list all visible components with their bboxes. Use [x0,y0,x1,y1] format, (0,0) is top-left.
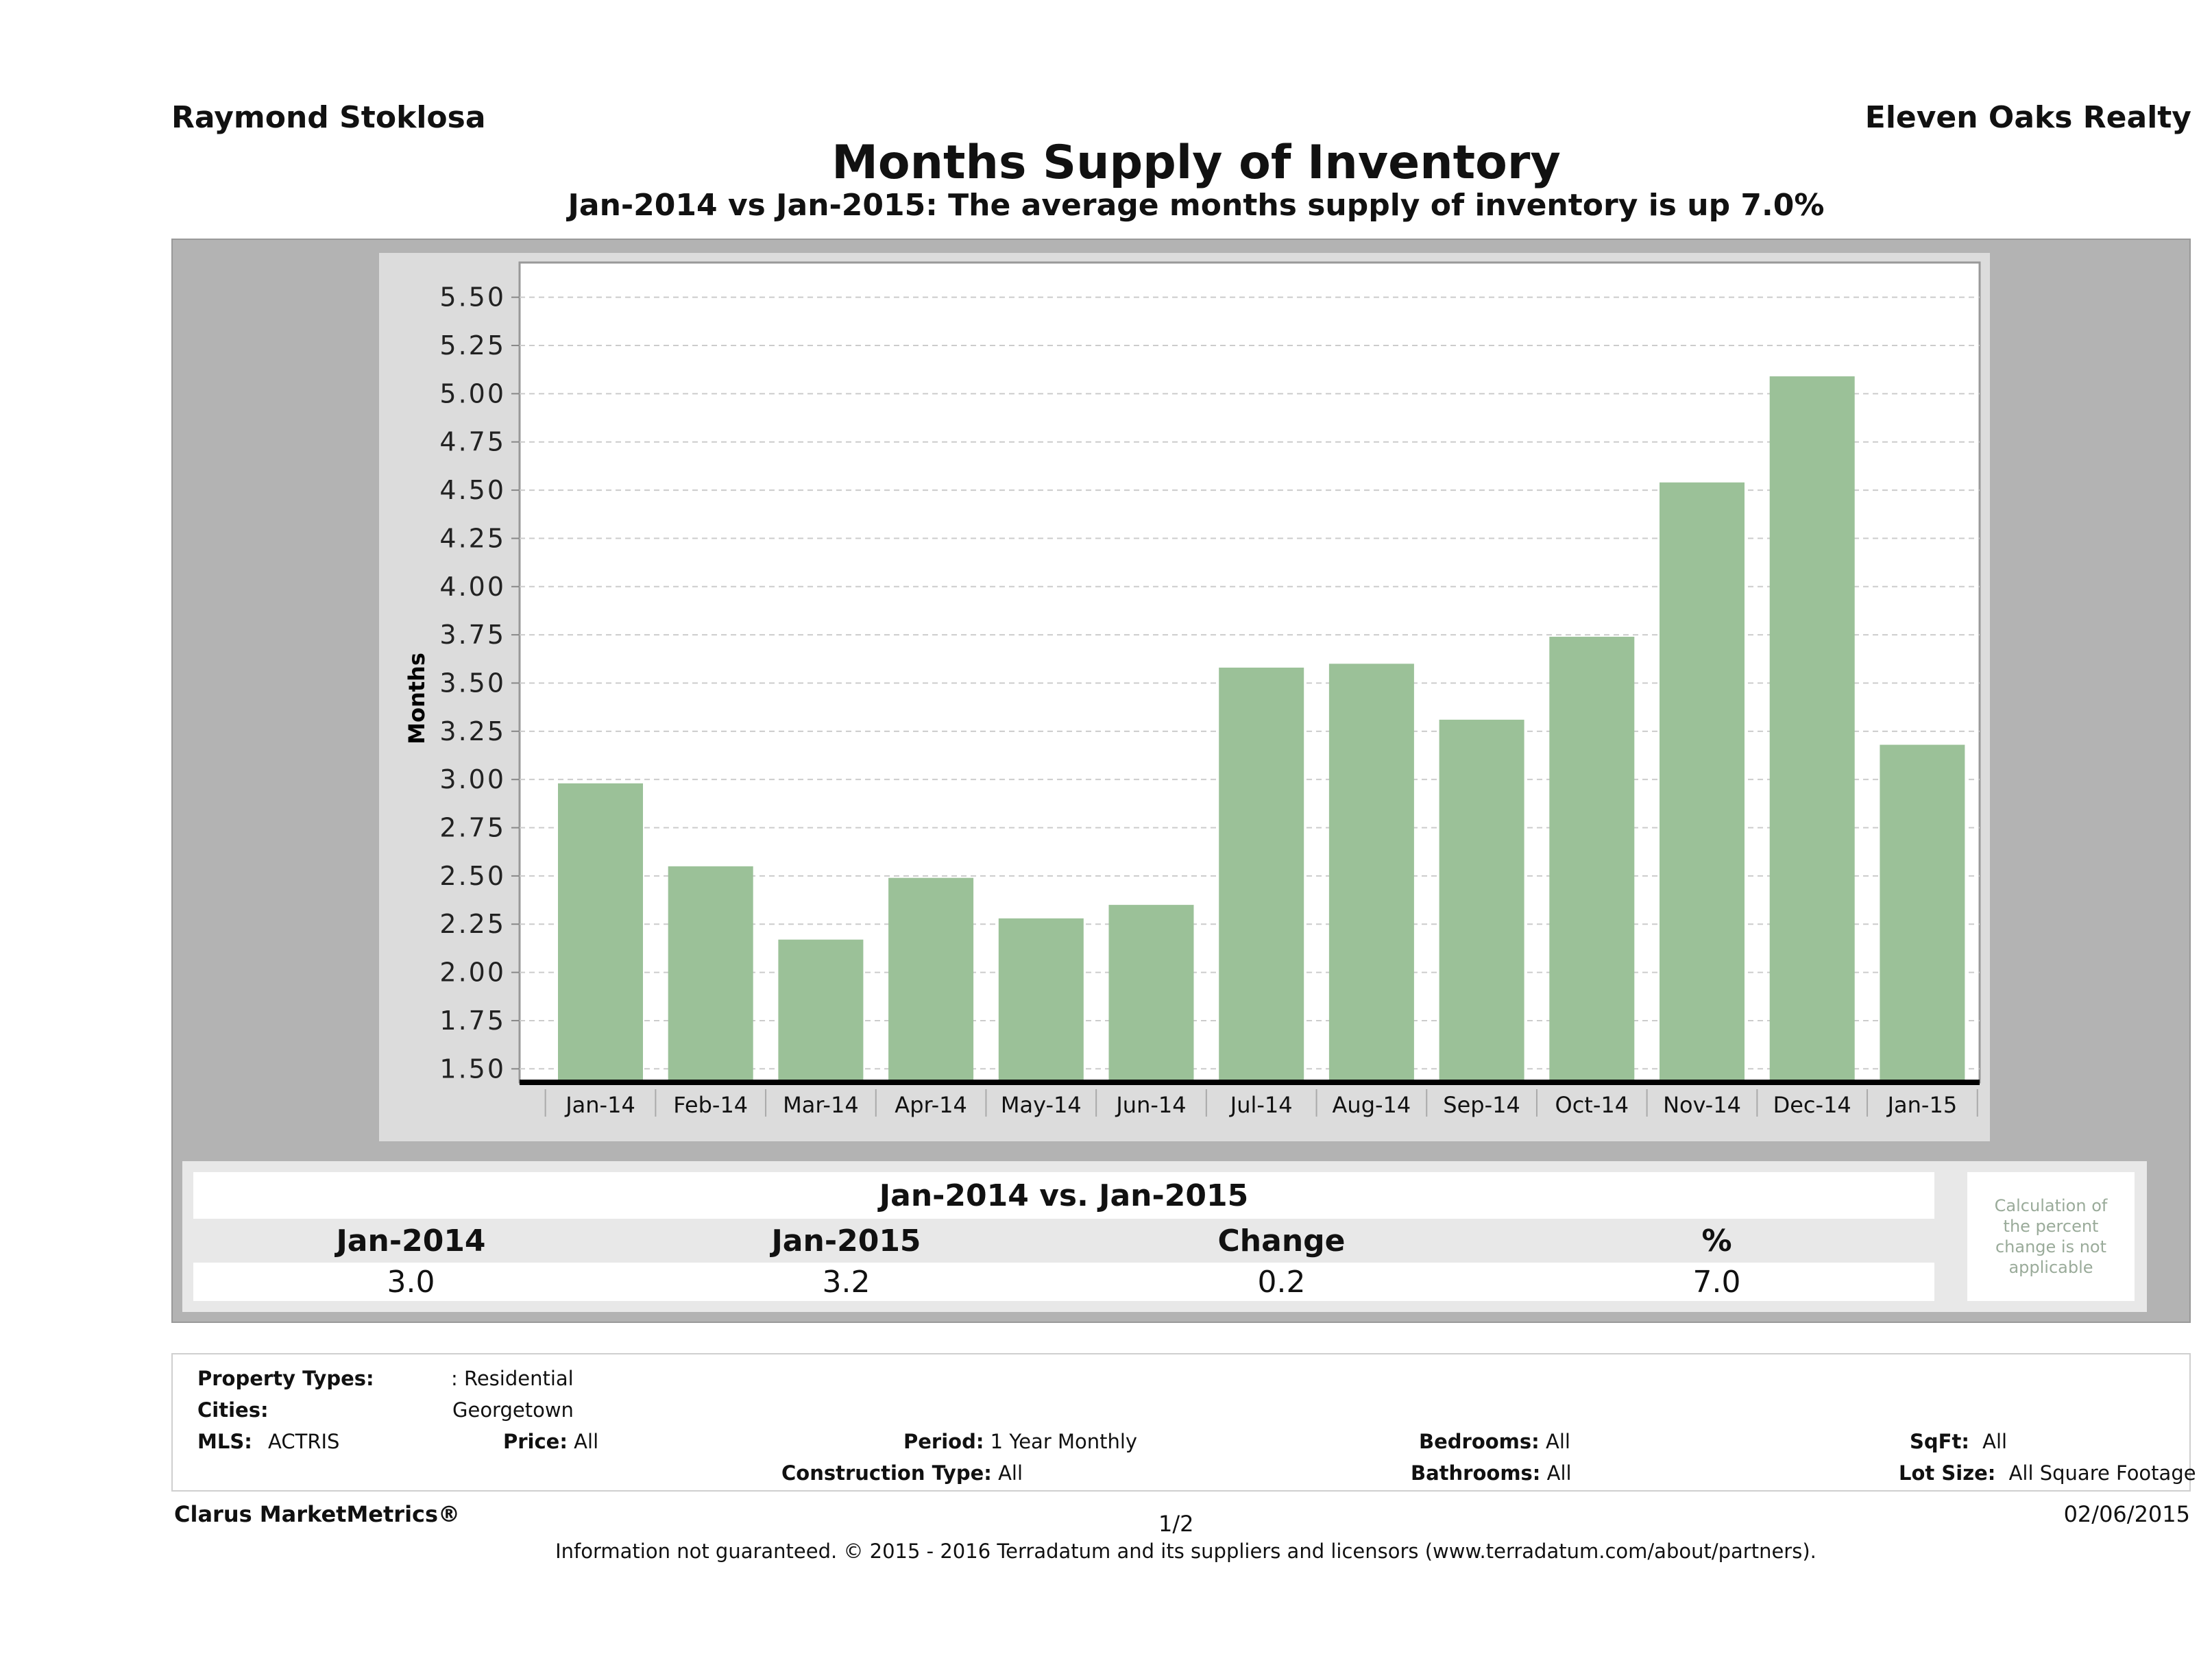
bar-feb-14 [668,866,753,1082]
x-axis: Jan-14 Feb-14 Mar-14 Apr-14 May-14 Jun-14 Jul-… [520,1080,1980,1118]
x-tick-label: Feb-14 [673,1092,748,1118]
comparison-table: Jan-2014 vs. Jan-2015 Jan-2014 Jan-2015 … [182,1161,2147,1312]
bar-jun-14 [1108,905,1194,1082]
comparison-value-row: 3.0 3.2 0.2 7.0 [193,1263,1934,1301]
header-change: Change [1217,1223,1346,1258]
bar-dec-14 [1769,376,1855,1082]
comparison-header-row: Jan-2014 Jan-2015 Change % [193,1219,1934,1263]
value-percent: 7.0 [1692,1264,1741,1300]
y-axis-label: Months [404,653,430,744]
y-tick-label: 5.25 [439,330,506,361]
y-tick-label: 1.75 [439,1006,506,1036]
x-tick-label: Dec-14 [1773,1092,1851,1118]
bar-aug-14 [1328,664,1414,1082]
y-tick-label: 3.75 [439,620,506,650]
lot-size-label: Lot Size: [1899,1461,1996,1485]
bar-chart: 1.50 1.75 2.00 2.25 2.50 2.75 3.00 3.25 3.50 3.75… [404,261,1981,1118]
page-subtitle: Jan-2014 vs Jan-2015: The average months… [568,188,1825,223]
bar-sep-14 [1439,719,1524,1082]
bathrooms-label: Bathrooms: [1411,1461,1541,1485]
x-tick-label: Jan-14 [564,1092,635,1118]
y-tick-label: 2.50 [439,861,506,891]
value-change: 0.2 [1257,1264,1306,1300]
construction-type-label: Construction Type: [781,1461,992,1485]
mls-value: ACTRIS [268,1430,340,1453]
bar-jul-14 [1219,667,1304,1082]
y-tick-label: 4.25 [439,523,506,553]
percent-change-note: Calculation of the percent change is not… [1967,1172,2135,1301]
x-tick-label: Jul-14 [1229,1092,1293,1118]
property-types-label: Property Types: [197,1367,374,1390]
value-jan-2014: 3.0 [387,1264,435,1300]
chart-panel: 1.50 1.75 2.00 2.25 2.50 2.75 3.00 3.25 3.50 3.75… [379,253,1990,1141]
sqft-label: SqFt: [1910,1430,1969,1453]
brand-label: Clarus MarketMetrics® [174,1501,461,1527]
bar-jan-15 [1880,744,1965,1082]
disclaimer: Information not guaranteed. © 2015 - 201… [555,1540,1816,1563]
price-label: Price: [503,1430,568,1453]
y-tick-label: 2.75 [439,813,506,843]
comparison-title: Jan-2014 vs. Jan-2015 [879,1178,1249,1213]
price-value: All [574,1430,599,1453]
lot-size-value: All Square Footage [2008,1461,2196,1485]
property-types-value: : Residential [451,1367,574,1390]
bars [558,376,1965,1082]
y-tick-label: 4.75 [439,427,506,457]
header-jan-2015: Jan-2015 [771,1223,921,1258]
bedrooms-value: All [1545,1430,1570,1453]
y-tick-label: 5.00 [439,378,506,409]
bedrooms-label: Bedrooms: [1419,1430,1540,1453]
y-axis: 1.50 1.75 2.00 2.25 2.50 2.75 3.00 3.25 3.50 3.75… [439,282,520,1084]
x-tick-label: May-14 [1001,1092,1082,1118]
filter-summary: Property Types: : Residential Cities: Ge… [171,1353,2196,1492]
bathrooms-value: All [1546,1461,1572,1485]
x-tick-label: Apr-14 [895,1092,967,1118]
bar-mar-14 [778,939,864,1082]
construction-type-value: All [998,1461,1023,1485]
period-label: Period: [903,1430,984,1453]
bar-oct-14 [1549,636,1635,1082]
y-tick-label: 2.00 [439,958,506,988]
percent-change-note-text: Calculation of the percent change is not… [1994,1196,2108,1277]
x-tick-label: Nov-14 [1663,1092,1741,1118]
x-tick-label: Oct-14 [1555,1092,1629,1118]
header-jan-2014: Jan-2014 [336,1223,486,1258]
x-tick-label: Jun-14 [1115,1092,1186,1118]
y-tick-label: 3.50 [439,668,506,698]
y-tick-label: 3.00 [439,764,506,794]
page-title: Months Supply of Inventory [831,136,1561,190]
sqft-value: All [1982,1430,2008,1453]
bar-may-14 [998,918,1084,1082]
bar-apr-14 [888,877,974,1082]
comparison-title-row: Jan-2014 vs. Jan-2015 [193,1172,1934,1219]
y-tick-label: 3.25 [439,716,506,746]
x-tick-label: Mar-14 [783,1092,859,1118]
company-name: Eleven Oaks Realty [1864,100,2191,135]
y-tick-label: 1.50 [439,1054,506,1084]
cities-label: Cities: [197,1398,269,1422]
report-date: 02/06/2015 [2063,1501,2190,1527]
value-jan-2015: 3.2 [822,1264,871,1300]
y-tick-label: 2.25 [439,909,506,939]
cities-value: Georgetown [452,1398,574,1422]
bar-jan-14 [558,783,643,1082]
x-tick-label: Aug-14 [1333,1092,1411,1118]
agent-name: Raymond Stoklosa [171,100,486,135]
header-percent: % [1701,1223,1732,1258]
x-tick-label: Jan-15 [1886,1092,1958,1118]
bar-nov-14 [1660,482,1745,1082]
mls-label: MLS: [197,1430,252,1453]
y-tick-label: 4.00 [439,572,506,602]
period-value: 1 Year Monthly [990,1430,1138,1453]
y-tick-label: 5.50 [439,282,506,313]
y-tick-label: 4.50 [439,475,506,505]
x-tick-label: Sep-14 [1443,1092,1520,1118]
page-number: 1/2 [1158,1511,1194,1537]
